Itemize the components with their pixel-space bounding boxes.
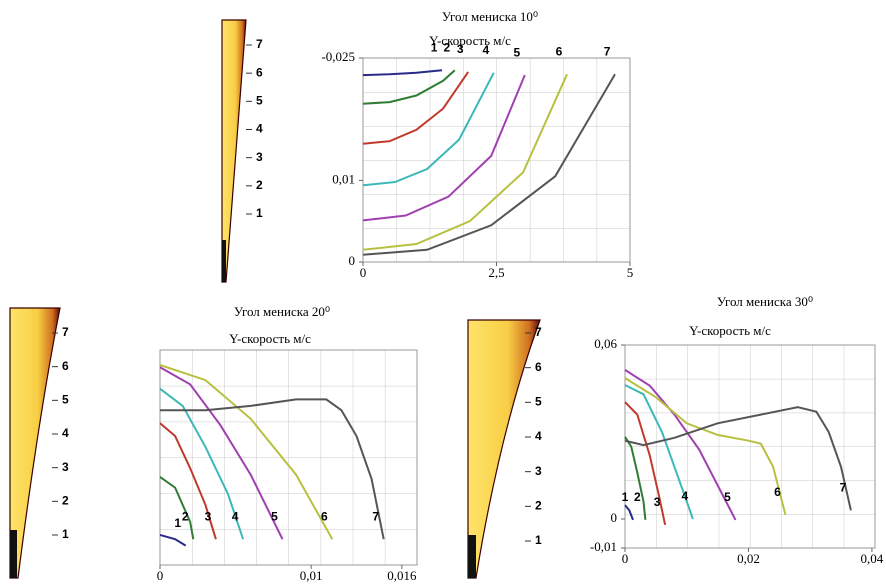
curve-label: 3 bbox=[654, 495, 661, 509]
x-tick-label: 0 bbox=[622, 551, 629, 566]
curve-label: 6 bbox=[556, 44, 563, 58]
curve-label: 5 bbox=[513, 45, 520, 59]
scale-label: 5 bbox=[535, 395, 542, 409]
curve bbox=[159, 422, 217, 540]
curve-label: 7 bbox=[604, 44, 611, 58]
scale-label: 3 bbox=[256, 150, 263, 164]
curve-label: 2 bbox=[634, 490, 641, 504]
scale-label: 7 bbox=[62, 325, 69, 339]
curve bbox=[624, 377, 787, 516]
x-tick-label: 0,01 bbox=[300, 568, 323, 583]
curve bbox=[159, 387, 245, 540]
y-tick-label: 0,06 bbox=[594, 336, 617, 351]
curve bbox=[624, 384, 694, 520]
x-tick-label: 5 bbox=[627, 265, 634, 280]
x-tick-label: 0,04 bbox=[861, 551, 884, 566]
x-tick-label: 2,5 bbox=[488, 265, 504, 280]
scale-label: 6 bbox=[62, 359, 69, 373]
curve-label: 2 bbox=[444, 40, 451, 54]
curve bbox=[624, 504, 634, 521]
curve bbox=[624, 436, 647, 521]
scale-label: 2 bbox=[62, 494, 69, 508]
curve bbox=[159, 476, 195, 540]
curve-label: 1 bbox=[622, 490, 629, 504]
y-axis-label: Y-скорость м/с bbox=[229, 331, 311, 346]
scale-label: 5 bbox=[62, 393, 69, 407]
scale-label: 7 bbox=[256, 37, 263, 51]
plot-area bbox=[624, 344, 876, 549]
scale-label: 5 bbox=[256, 94, 263, 108]
curve bbox=[159, 364, 334, 540]
curve-label: 7 bbox=[840, 480, 847, 494]
scale-label: 1 bbox=[62, 527, 69, 541]
scale-label: 3 bbox=[535, 464, 542, 478]
chart-title: Угол мениска 30⁰ bbox=[717, 294, 813, 309]
meniscus-2 bbox=[9, 307, 61, 579]
y-tick-label: -0,025 bbox=[321, 49, 355, 64]
curve-label: 6 bbox=[774, 485, 781, 499]
scale-label: 4 bbox=[535, 429, 542, 443]
scale-label: 7 bbox=[535, 325, 542, 339]
curve bbox=[362, 74, 526, 222]
scale-label: 6 bbox=[535, 360, 542, 374]
y-tick-label: 0,01 bbox=[332, 171, 355, 186]
curve-label: 4 bbox=[682, 489, 689, 503]
x-tick-label: 0,02 bbox=[737, 551, 760, 566]
curve bbox=[159, 366, 284, 540]
y-axis-label: Y-скорость м/с bbox=[689, 323, 771, 338]
curve-label: 6 bbox=[321, 509, 328, 523]
scale-label: 4 bbox=[62, 426, 69, 440]
y-tick-label: 0 bbox=[349, 253, 356, 268]
plot-area bbox=[362, 57, 631, 263]
curve-label: 7 bbox=[372, 509, 379, 523]
chart-title: Угол мениска 10⁰ bbox=[442, 9, 538, 24]
scale-label: 6 bbox=[256, 65, 263, 79]
curve-label: 1 bbox=[174, 516, 181, 530]
curve bbox=[362, 73, 616, 256]
curve-label: 1 bbox=[431, 40, 438, 54]
curve-label: 5 bbox=[271, 509, 278, 523]
scale-label: 2 bbox=[256, 178, 263, 192]
meniscus-3 bbox=[467, 319, 541, 579]
chart-title: Угол мениска 20⁰ bbox=[234, 304, 330, 319]
curve bbox=[362, 71, 470, 145]
y-axis-label: Y-скорость м/с bbox=[429, 33, 511, 48]
scale-label: 2 bbox=[535, 499, 542, 513]
curve-label: 4 bbox=[482, 43, 489, 57]
scale-label: 4 bbox=[256, 122, 263, 136]
curve bbox=[362, 69, 456, 105]
y-tick-label: 0 bbox=[611, 510, 618, 525]
curve-label: 4 bbox=[232, 509, 239, 523]
curve bbox=[362, 72, 495, 187]
curve bbox=[362, 73, 568, 251]
curve-label: 3 bbox=[457, 42, 464, 56]
curve bbox=[624, 406, 852, 511]
x-tick-label: 0 bbox=[360, 265, 367, 280]
plot-area bbox=[159, 349, 418, 566]
curve-label: 3 bbox=[205, 509, 212, 523]
scale-label: 1 bbox=[256, 206, 263, 220]
curve bbox=[624, 369, 737, 521]
y-tick-label: -0,01 bbox=[590, 539, 617, 554]
curve bbox=[624, 401, 667, 526]
curve-label: 2 bbox=[182, 509, 189, 523]
curve bbox=[362, 69, 443, 77]
meniscus-1 bbox=[221, 19, 247, 283]
scale-label: 1 bbox=[535, 533, 542, 547]
curve-label: 5 bbox=[724, 490, 731, 504]
curve bbox=[159, 533, 187, 547]
curve bbox=[160, 398, 385, 540]
x-tick-label: 0 bbox=[157, 568, 164, 583]
x-tick-label: 0,016 bbox=[387, 568, 417, 583]
scale-label: 3 bbox=[62, 460, 69, 474]
